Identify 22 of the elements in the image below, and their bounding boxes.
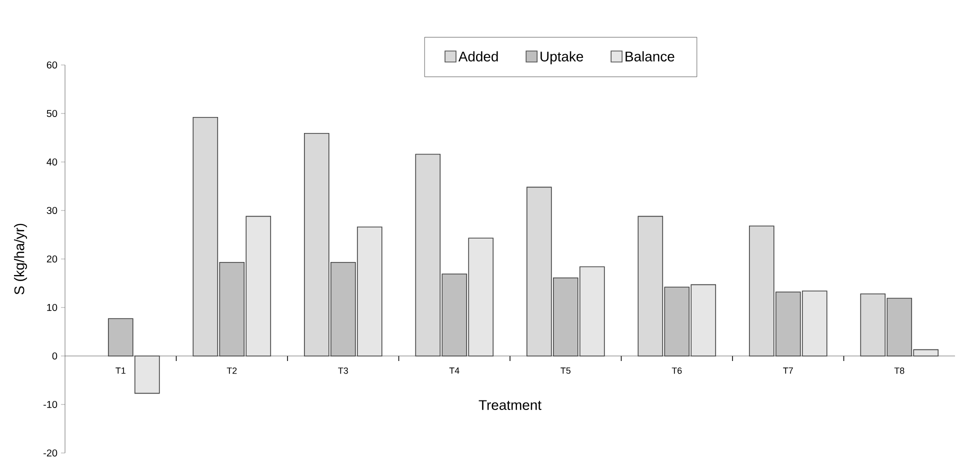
y-tick-label: 50 bbox=[46, 110, 58, 118]
y-tick-label: 0 bbox=[52, 352, 58, 360]
x-tick-label: T5 bbox=[560, 368, 570, 374]
x-tick-label: T7 bbox=[783, 368, 793, 374]
y-tick-label: 60 bbox=[46, 61, 58, 69]
x-axis-title: Treatment bbox=[478, 400, 542, 410]
x-tick-label: T8 bbox=[894, 368, 904, 374]
x-tick-label: T1 bbox=[116, 368, 126, 374]
x-tick-label: T4 bbox=[449, 368, 460, 374]
x-tick-label: T6 bbox=[672, 368, 682, 374]
y-axis-title: S (kg/ha/yr) bbox=[14, 224, 28, 294]
legend-label: Uptake bbox=[540, 51, 584, 64]
y-tick-label: -10 bbox=[44, 400, 58, 408]
y-tick-label: -20 bbox=[44, 449, 58, 457]
x-tick-label: T3 bbox=[338, 368, 348, 374]
x-tick-label: T2 bbox=[226, 368, 237, 374]
legend-label: Added bbox=[458, 51, 498, 62]
legend-label: Balance bbox=[626, 51, 674, 62]
y-tick-label: 30 bbox=[46, 206, 58, 214]
y-tick-label: 20 bbox=[46, 255, 58, 263]
y-tick-label: 40 bbox=[46, 158, 58, 166]
y-tick-label: 10 bbox=[47, 304, 58, 312]
